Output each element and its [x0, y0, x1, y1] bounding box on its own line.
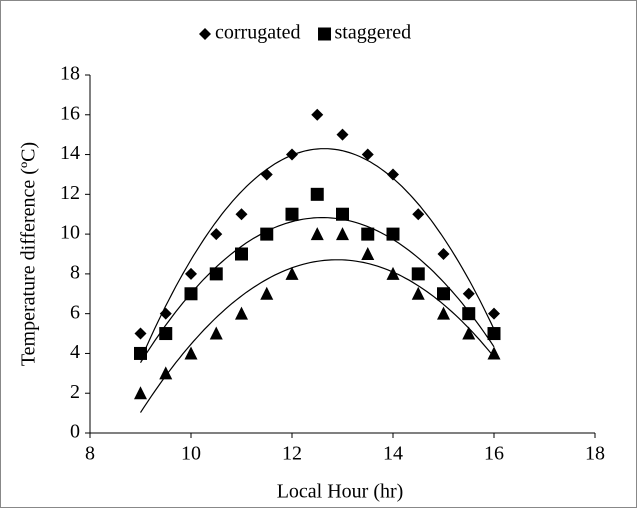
- point: [336, 227, 349, 241]
- point: [462, 326, 476, 340]
- point: [209, 326, 223, 340]
- point: [285, 207, 299, 221]
- point: [386, 266, 400, 280]
- point: [235, 247, 248, 261]
- point: [437, 248, 450, 260]
- point: [386, 227, 400, 241]
- point: [488, 307, 500, 320]
- point: [361, 247, 375, 260]
- point: [462, 307, 476, 321]
- y-tick-label: 12: [60, 182, 80, 204]
- point: [487, 327, 501, 341]
- point: [235, 208, 248, 221]
- point: [336, 128, 349, 141]
- y-tick-label: 4: [70, 341, 80, 363]
- point: [361, 148, 374, 161]
- point: [336, 207, 349, 221]
- point: [411, 286, 425, 300]
- x-tick-label: 12: [282, 443, 302, 465]
- point: [210, 228, 223, 241]
- y-tick-label: 0: [70, 421, 80, 443]
- x-tick-label: 16: [484, 443, 504, 465]
- y-tick-label: 10: [60, 222, 80, 244]
- point: [209, 267, 223, 281]
- point: [411, 267, 425, 281]
- x-tick-label: 14: [383, 443, 403, 465]
- point: [361, 227, 375, 241]
- x-tick-label: 10: [181, 443, 201, 465]
- point: [412, 208, 425, 221]
- point: [437, 287, 450, 301]
- point: [159, 327, 173, 341]
- point: [310, 187, 324, 201]
- point: [260, 286, 274, 300]
- point: [311, 108, 324, 121]
- trendline: [139, 217, 495, 364]
- legend-label: staggered: [335, 22, 412, 44]
- point: [462, 287, 475, 300]
- trendline: [139, 148, 495, 361]
- point: [260, 168, 273, 181]
- y-tick-label: 16: [60, 102, 80, 124]
- point: [134, 386, 147, 400]
- point: [134, 346, 147, 360]
- point: [437, 306, 450, 320]
- y-tick-label: 8: [70, 261, 80, 283]
- y-tick-label: 14: [60, 142, 80, 164]
- point: [185, 267, 197, 280]
- y-tick-label: 2: [70, 381, 80, 403]
- y-tick-label: 6: [70, 301, 80, 323]
- point: [159, 366, 173, 380]
- point: [387, 168, 399, 181]
- x-tick-label: 8: [85, 443, 95, 465]
- point: [487, 346, 501, 360]
- point: [134, 327, 147, 340]
- y-axis-label: Temperature difference (ºC): [18, 142, 40, 366]
- trendline: [139, 259, 495, 413]
- legend-marker: [199, 28, 211, 40]
- point: [285, 266, 299, 280]
- point: [184, 287, 198, 301]
- point: [310, 227, 324, 241]
- point: [235, 306, 248, 320]
- point: [260, 227, 274, 241]
- point: [184, 346, 198, 360]
- point: [159, 307, 172, 320]
- x-axis-label: Local Hour (hr): [277, 481, 404, 503]
- point: [286, 148, 298, 161]
- legend-label: corrugated: [215, 22, 301, 44]
- x-tick-label: 18: [585, 443, 605, 465]
- legend-marker: [318, 27, 332, 41]
- y-tick-label: 18: [60, 63, 80, 85]
